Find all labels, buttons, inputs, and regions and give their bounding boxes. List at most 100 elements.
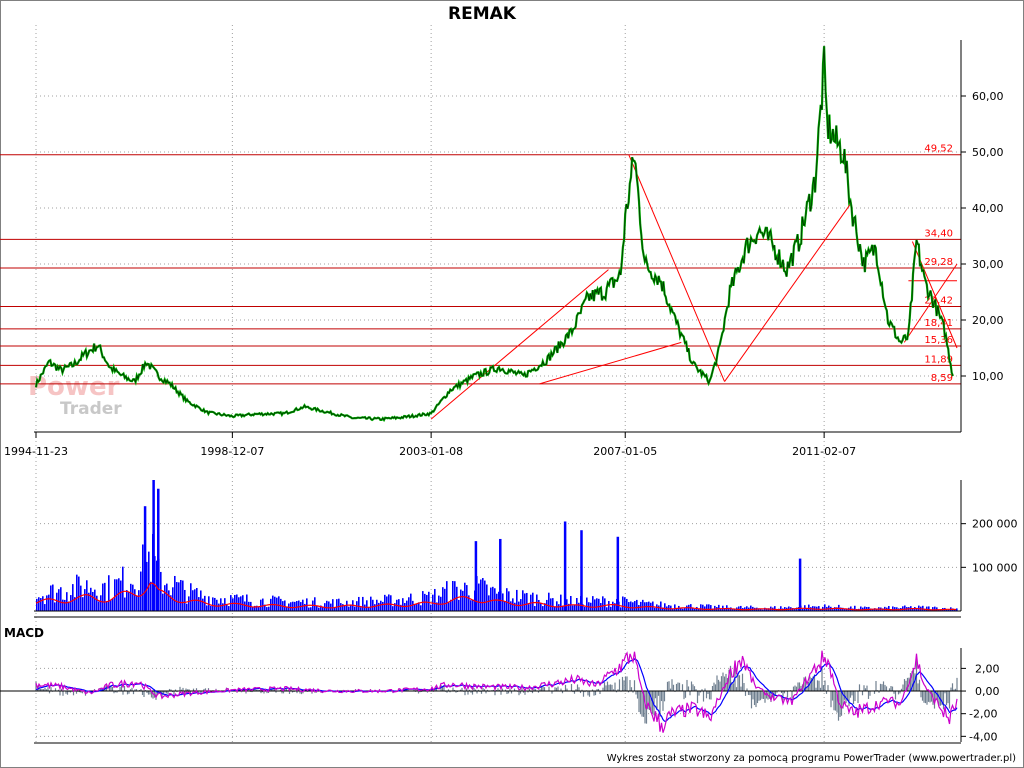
volume-bar <box>66 592 68 611</box>
volume-bar <box>394 603 396 611</box>
volume-bar <box>422 591 424 611</box>
volume-bar <box>926 606 928 611</box>
volume-bar <box>572 605 574 611</box>
volume-bar <box>872 609 874 611</box>
volume-bar <box>580 530 583 611</box>
volume-bar <box>388 594 390 611</box>
volume-bar <box>890 609 892 611</box>
volume-bar <box>334 607 336 611</box>
fib-level-label: 15,36 <box>924 335 953 346</box>
volume-bar <box>938 609 940 611</box>
volume-bar <box>42 596 44 611</box>
volume-bar <box>306 598 308 611</box>
volume-bar <box>336 599 338 611</box>
volume-bar <box>320 605 322 611</box>
volume-bar <box>166 583 168 611</box>
volume-bar <box>794 608 796 611</box>
volume-bar <box>622 596 624 611</box>
volume-bar <box>526 592 528 611</box>
volume-bar <box>486 584 488 611</box>
volume-bar <box>860 606 862 611</box>
volume-bar <box>86 580 88 611</box>
macd-y-tick-label: -4,00 <box>969 730 997 743</box>
volume-bar <box>844 608 846 611</box>
volume-bar <box>186 603 188 611</box>
volume-bar <box>482 578 484 611</box>
price-y-tick-label: 20,00 <box>972 314 1004 327</box>
volume-y-tick-label: 100 000 <box>972 561 1018 574</box>
volume-bar <box>132 584 134 611</box>
volume-bar <box>466 585 468 611</box>
volume-bar <box>672 608 674 611</box>
volume-bar <box>76 574 78 611</box>
price-x-tick-label: 1994-11-23 <box>4 445 68 458</box>
volume-bar <box>196 588 198 611</box>
volume-bar <box>934 606 936 611</box>
volume-bar <box>120 580 122 611</box>
volume-bar <box>680 608 682 611</box>
volume-bar <box>854 605 856 611</box>
volume-bar <box>114 579 116 611</box>
volume-bar <box>326 600 328 611</box>
volume-bar <box>118 578 120 611</box>
volume-bar <box>660 601 662 611</box>
volume-bar <box>184 589 186 611</box>
price-panel: 49,5234,4029,2822,4218,4115,3611,898,59 … <box>0 25 1004 742</box>
volume-bar <box>492 586 494 611</box>
volume-bar <box>540 603 542 611</box>
volume-bar <box>470 600 472 611</box>
volume-bar <box>450 599 452 611</box>
volume-bar <box>50 585 52 611</box>
volume-bar <box>92 591 94 611</box>
volume-bar <box>258 606 260 611</box>
volume-bar <box>60 587 62 611</box>
volume-bar <box>332 599 334 611</box>
volume-bar <box>362 596 364 611</box>
fib-level-label: 34,40 <box>924 228 953 239</box>
volume-bar <box>358 596 360 611</box>
volume-bar <box>416 603 418 611</box>
fib-level-label: 49,52 <box>924 144 953 155</box>
volume-bar <box>568 603 570 611</box>
volume-bar <box>124 597 126 611</box>
volume-bar <box>662 607 664 611</box>
volume-bar <box>58 589 60 611</box>
volume-bar <box>296 601 298 611</box>
volume-bar <box>180 579 182 611</box>
volume-bar <box>314 597 316 611</box>
volume-bar <box>478 583 480 611</box>
volume-bar <box>842 607 844 611</box>
volume-bar <box>954 609 956 611</box>
volume-bar <box>630 601 632 611</box>
trendline <box>903 263 958 343</box>
volume-bar <box>846 609 848 611</box>
volume-bar <box>254 605 256 611</box>
volume-bar <box>700 604 702 611</box>
volume-bar <box>798 607 800 611</box>
volume-bar <box>640 601 642 611</box>
volume-bar <box>350 604 352 611</box>
volume-bar <box>206 605 208 611</box>
volume-bar <box>902 606 904 611</box>
volume-bar <box>128 592 130 611</box>
volume-bar <box>604 598 606 611</box>
volume-bar <box>626 598 628 611</box>
volume-bar <box>522 590 524 611</box>
volume-bar <box>550 598 552 611</box>
volume-bar <box>584 606 586 611</box>
volume-bar <box>236 594 238 611</box>
volume-bar <box>368 606 370 611</box>
volume-bar <box>374 604 376 611</box>
volume-bar <box>762 609 764 611</box>
volume-bar <box>824 604 826 611</box>
volume-bar <box>922 605 924 611</box>
price-y-tick-label: 40,00 <box>972 202 1004 215</box>
volume-bar <box>448 602 450 611</box>
volume-bar <box>378 602 380 611</box>
volume-bar <box>162 593 164 611</box>
volume-bar <box>850 606 852 611</box>
volume-bar <box>484 580 486 611</box>
volume-bar <box>454 581 456 611</box>
volume-bar <box>82 597 84 611</box>
price-series-line <box>35 46 954 421</box>
